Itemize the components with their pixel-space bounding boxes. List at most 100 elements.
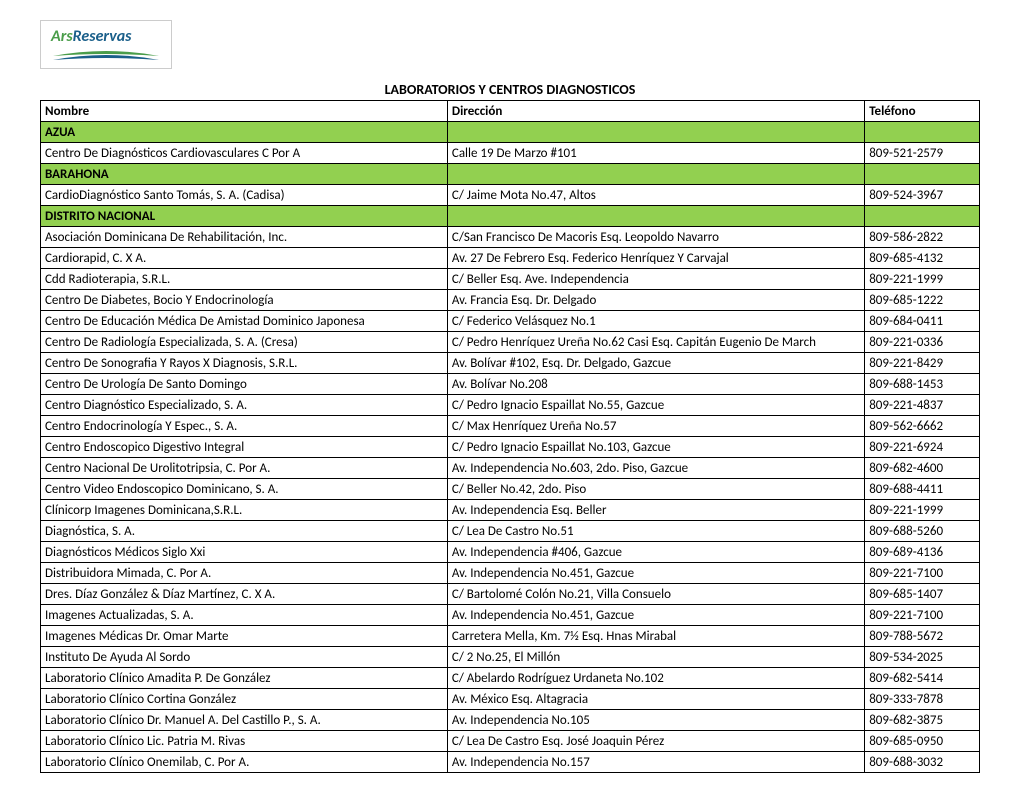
- cell-nombre: Diagnósticos Médicos Siglo Xxi: [41, 542, 448, 563]
- table-row: Centro Diagnóstico Especializado, S. A.C…: [41, 395, 980, 416]
- table-row: Diagnóstica, S. A.C/ Lea De Castro No.51…: [41, 521, 980, 542]
- table-row: Centro Video Endoscopico Dominicano, S. …: [41, 479, 980, 500]
- cell-telefono: 809-682-4600: [865, 458, 980, 479]
- cell-nombre: Clínicorp Imagenes Dominicana,S.R.L.: [41, 500, 448, 521]
- cell-nombre: Laboratorio Clínico Amadita P. De Gonzál…: [41, 668, 448, 689]
- cell-direccion: C/ Bartolomé Colón No.21, Villa Consuelo: [447, 584, 864, 605]
- cell-direccion: C/ Pedro Ignacio Espaillat No.103, Gazcu…: [447, 437, 864, 458]
- section-empty: [447, 122, 864, 143]
- cell-nombre: Instituto De Ayuda Al Sordo: [41, 647, 448, 668]
- cell-telefono: 809-521-2579: [865, 143, 980, 164]
- cell-nombre: Centro De Diabetes, Bocio Y Endocrinolog…: [41, 290, 448, 311]
- cell-direccion: C/ Abelardo Rodríguez Urdaneta No.102: [447, 668, 864, 689]
- cell-nombre: Diagnóstica, S. A.: [41, 521, 448, 542]
- cell-nombre: Laboratorio Clínico Cortina González: [41, 689, 448, 710]
- cell-direccion: Av. Independencia No.451, Gazcue: [447, 605, 864, 626]
- cell-telefono: 809-524-3967: [865, 185, 980, 206]
- table-row: Laboratorio Clínico Lic. Patria M. Rivas…: [41, 731, 980, 752]
- cell-direccion: C/ Jaime Mota No.47, Altos: [447, 185, 864, 206]
- section-empty: [865, 164, 980, 185]
- cell-direccion: C/ Pedro Henríquez Ureña No.62 Casi Esq.…: [447, 332, 864, 353]
- cell-telefono: 809-221-7100: [865, 563, 980, 584]
- cell-telefono: 809-685-1407: [865, 584, 980, 605]
- table-row: Centro De Educación Médica De Amistad Do…: [41, 311, 980, 332]
- cell-direccion: C/ Beller No.42, 2do. Piso: [447, 479, 864, 500]
- cell-telefono: 809-221-7100: [865, 605, 980, 626]
- cell-telefono: 809-682-5414: [865, 668, 980, 689]
- cell-telefono: 809-685-4132: [865, 248, 980, 269]
- page-title: LABORATORIOS Y CENTROS DIAGNOSTICOS: [40, 81, 980, 98]
- cell-direccion: Carretera Mella, Km. 7½ Esq. Hnas Miraba…: [447, 626, 864, 647]
- table-row: Centro Endocrinología Y Espec., S. A.C/ …: [41, 416, 980, 437]
- cell-direccion: C/ Lea De Castro Esq. José Joaquin Pérez: [447, 731, 864, 752]
- logo-swoosh-icon: [51, 48, 161, 62]
- cell-telefono: 809-221-0336: [865, 332, 980, 353]
- cell-nombre: Laboratorio Clínico Dr. Manuel A. Del Ca…: [41, 710, 448, 731]
- table-row: Centro De Sonografia Y Rayos X Diagnosis…: [41, 353, 980, 374]
- table-row: Cardiorapid, C. X A.Av. 27 De Febrero Es…: [41, 248, 980, 269]
- cell-telefono: 809-534-2025: [865, 647, 980, 668]
- cell-nombre: Centro Nacional De Urolitotripsia, C. Po…: [41, 458, 448, 479]
- table-row: Laboratorio Clínico Amadita P. De Gonzál…: [41, 668, 980, 689]
- section-empty: [865, 122, 980, 143]
- section-empty: [865, 206, 980, 227]
- cell-direccion: Av. Independencia No.451, Gazcue: [447, 563, 864, 584]
- cell-telefono: 809-688-4411: [865, 479, 980, 500]
- cell-direccion: Calle 19 De Marzo #101: [447, 143, 864, 164]
- cell-direccion: C/ Federico Velásquez No.1: [447, 311, 864, 332]
- table-row: Asociación Dominicana De Rehabilitación,…: [41, 227, 980, 248]
- table-row: Diagnósticos Médicos Siglo XxiAv. Indepe…: [41, 542, 980, 563]
- table-header-row: Nombre Dirección Teléfono: [41, 101, 980, 122]
- section-name: AZUA: [41, 122, 448, 143]
- cell-telefono: 809-221-4837: [865, 395, 980, 416]
- cell-nombre: Centro Video Endoscopico Dominicano, S. …: [41, 479, 448, 500]
- cell-nombre: Imagenes Actualizadas, S. A.: [41, 605, 448, 626]
- cell-nombre: Centro Diagnóstico Especializado, S. A.: [41, 395, 448, 416]
- cell-nombre: Distribuidora Mimada, C. Por A.: [41, 563, 448, 584]
- cell-direccion: Av. Bolívar #102, Esq. Dr. Delgado, Gazc…: [447, 353, 864, 374]
- section-row: BARAHONA: [41, 164, 980, 185]
- table-row: CardioDiagnóstico Santo Tomás, S. A. (Ca…: [41, 185, 980, 206]
- section-empty: [447, 164, 864, 185]
- labs-table: Nombre Dirección Teléfono AZUACentro De …: [40, 100, 980, 773]
- cell-nombre: Centro Endocrinología Y Espec., S. A.: [41, 416, 448, 437]
- table-row: Laboratorio Clínico Dr. Manuel A. Del Ca…: [41, 710, 980, 731]
- cell-telefono: 809-221-8429: [865, 353, 980, 374]
- table-row: Centro De Radiología Especializada, S. A…: [41, 332, 980, 353]
- cell-direccion: C/San Francisco De Macoris Esq. Leopoldo…: [447, 227, 864, 248]
- table-row: Laboratorio Clínico Onemilab, C. Por A.A…: [41, 752, 980, 773]
- cell-telefono: 809-682-3875: [865, 710, 980, 731]
- cell-nombre: Centro De Educación Médica De Amistad Do…: [41, 311, 448, 332]
- section-name: BARAHONA: [41, 164, 448, 185]
- cell-nombre: Laboratorio Clínico Lic. Patria M. Rivas: [41, 731, 448, 752]
- cell-nombre: Centro De Diagnósticos Cardiovasculares …: [41, 143, 448, 164]
- cell-telefono: 809-586-2822: [865, 227, 980, 248]
- brand-logo: ArsReservas: [40, 20, 172, 69]
- col-header-direccion: Dirección: [447, 101, 864, 122]
- cell-telefono: 809-788-5672: [865, 626, 980, 647]
- cell-direccion: Av. Bolívar No.208: [447, 374, 864, 395]
- table-row: Centro Endoscopico Digestivo IntegralC/ …: [41, 437, 980, 458]
- logo-reservas: Reservas: [73, 27, 132, 46]
- col-header-telefono: Teléfono: [865, 101, 980, 122]
- cell-direccion: C/ 2 No.25, El Millón: [447, 647, 864, 668]
- col-header-nombre: Nombre: [41, 101, 448, 122]
- cell-direccion: Av. Independencia No.105: [447, 710, 864, 731]
- cell-direccion: Av. Independencia No.157: [447, 752, 864, 773]
- cell-telefono: 809-689-4136: [865, 542, 980, 563]
- table-row: Centro De Diagnósticos Cardiovasculares …: [41, 143, 980, 164]
- cell-nombre: Cdd Radioterapia, S.R.L.: [41, 269, 448, 290]
- table-row: Instituto De Ayuda Al SordoC/ 2 No.25, E…: [41, 647, 980, 668]
- cell-telefono: 809-688-5260: [865, 521, 980, 542]
- section-empty: [447, 206, 864, 227]
- cell-telefono: 809-685-1222: [865, 290, 980, 311]
- cell-nombre: Laboratorio Clínico Onemilab, C. Por A.: [41, 752, 448, 773]
- cell-nombre: Asociación Dominicana De Rehabilitación,…: [41, 227, 448, 248]
- cell-nombre: Imagenes Médicas Dr. Omar Marte: [41, 626, 448, 647]
- cell-direccion: Av. Independencia #406, Gazcue: [447, 542, 864, 563]
- cell-telefono: 809-562-6662: [865, 416, 980, 437]
- cell-nombre: Dres. Díaz González & Díaz Martínez, C. …: [41, 584, 448, 605]
- cell-telefono: 809-684-0411: [865, 311, 980, 332]
- cell-telefono: 809-333-7878: [865, 689, 980, 710]
- cell-direccion: Av. 27 De Febrero Esq. Federico Henríque…: [447, 248, 864, 269]
